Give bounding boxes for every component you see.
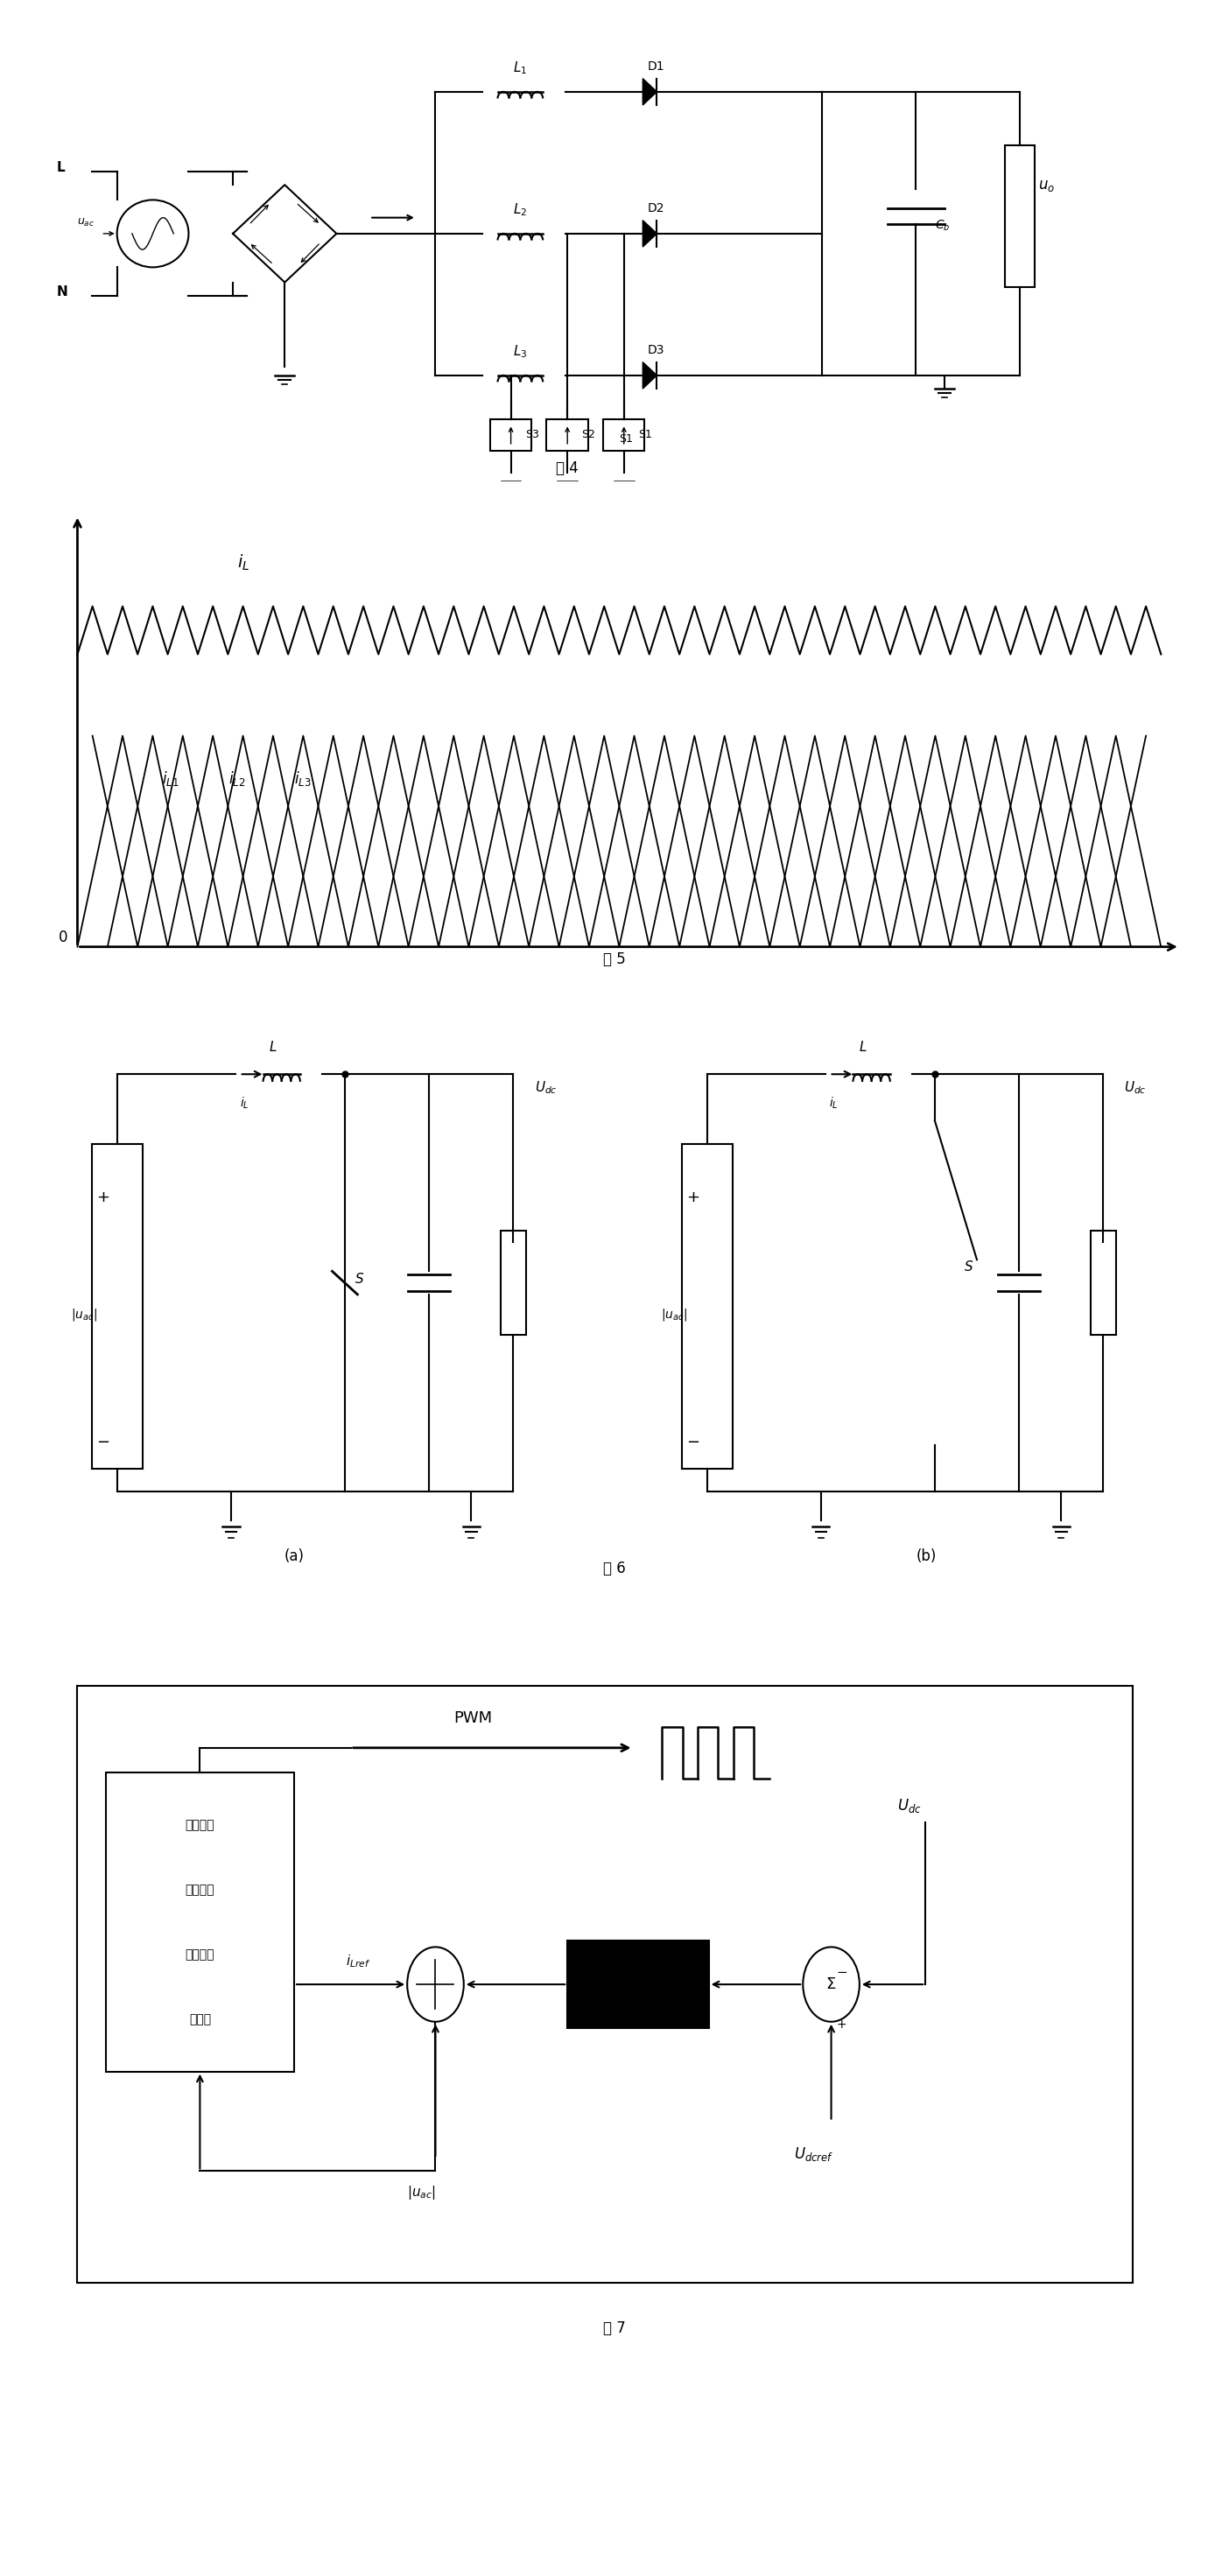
- Polygon shape: [643, 77, 656, 106]
- Text: +: +: [686, 1190, 699, 1206]
- Text: 0: 0: [59, 930, 68, 945]
- Text: $u_{ac}$: $u_{ac}$: [77, 216, 95, 229]
- Text: 管的开通: 管的开通: [186, 1883, 215, 1896]
- Bar: [547, 420, 589, 451]
- Text: 计算开关: 计算开关: [186, 1819, 215, 1832]
- Text: L: L: [57, 162, 65, 175]
- Text: N: N: [57, 286, 68, 299]
- Text: $i_{L1}$: $i_{L1}$: [162, 770, 179, 788]
- Text: $u_o$: $u_o$: [1039, 178, 1056, 193]
- Text: $-$: $-$: [96, 1432, 109, 1448]
- Text: 断时间: 断时间: [189, 2014, 211, 2025]
- Text: S1: S1: [619, 433, 633, 446]
- Text: $i_L$: $i_L$: [237, 554, 249, 572]
- Text: 图 4: 图 4: [556, 461, 579, 477]
- Text: $-$: $-$: [836, 1963, 848, 1976]
- Text: PWM: PWM: [454, 1710, 493, 1726]
- Text: $L_3$: $L_3$: [512, 343, 527, 361]
- Bar: [92, 1144, 143, 1468]
- Bar: [106, 1772, 294, 2071]
- Polygon shape: [643, 363, 656, 389]
- Text: $U_{dcref}$: $U_{dcref}$: [794, 2146, 833, 2164]
- Bar: [1004, 144, 1035, 286]
- Text: $L$: $L$: [859, 1041, 868, 1054]
- Text: $L_2$: $L_2$: [512, 201, 527, 219]
- Text: +: +: [96, 1190, 109, 1206]
- Text: $i_L$: $i_L$: [830, 1095, 838, 1110]
- Text: S2: S2: [581, 428, 595, 440]
- Text: $L$: $L$: [269, 1041, 278, 1054]
- Text: 图 6: 图 6: [603, 1561, 626, 1577]
- Text: $|u_{ac}|$: $|u_{ac}|$: [661, 1306, 687, 1321]
- Bar: [603, 420, 645, 451]
- Text: $i_L$: $i_L$: [240, 1095, 248, 1110]
- Bar: [682, 1144, 732, 1468]
- Text: $-$: $-$: [686, 1432, 699, 1448]
- Text: D1: D1: [648, 59, 665, 72]
- Text: $+$: $+$: [836, 2020, 847, 2030]
- Polygon shape: [643, 222, 656, 247]
- Bar: [490, 420, 532, 451]
- Bar: [77, 1685, 1133, 2282]
- Text: $C_b$: $C_b$: [935, 219, 950, 232]
- Text: $|u_{ac}|$: $|u_{ac}|$: [71, 1306, 97, 1321]
- Text: $U_{dc}$: $U_{dc}$: [535, 1079, 557, 1095]
- Bar: [1090, 1231, 1116, 1334]
- Bar: [568, 1940, 709, 2027]
- Text: $U_{dc}$: $U_{dc}$: [1125, 1079, 1147, 1095]
- Text: S: S: [355, 1273, 364, 1285]
- Text: S1: S1: [638, 428, 651, 440]
- Text: D2: D2: [648, 201, 665, 214]
- Text: D3: D3: [648, 343, 665, 355]
- Text: $|u_{ac}|$: $|u_{ac}|$: [407, 2184, 436, 2202]
- Text: $i_{Lref}$: $i_{Lref}$: [347, 1953, 371, 1971]
- Text: 图 5: 图 5: [603, 951, 626, 969]
- Text: 图 7: 图 7: [603, 2321, 626, 2336]
- Text: 时间和关: 时间和关: [186, 1947, 215, 1960]
- Text: S3: S3: [525, 428, 538, 440]
- Text: $\Sigma$: $\Sigma$: [826, 1976, 837, 1991]
- Bar: [500, 1231, 526, 1334]
- Text: $U_{dc}$: $U_{dc}$: [897, 1798, 922, 1814]
- Text: $L_1$: $L_1$: [512, 59, 527, 77]
- Text: (a): (a): [284, 1548, 305, 1564]
- Text: $i_{L2}$: $i_{L2}$: [229, 770, 245, 788]
- Text: $i_{L3}$: $i_{L3}$: [294, 770, 311, 788]
- Text: S: S: [965, 1260, 972, 1275]
- Text: (b): (b): [916, 1548, 936, 1564]
